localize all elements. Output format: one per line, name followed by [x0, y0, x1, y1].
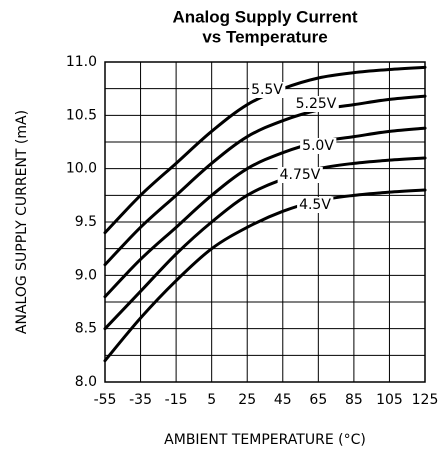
curve: [103, 156, 427, 331]
series-label: 4.5V: [299, 197, 331, 213]
y-tick-label: 11.0: [66, 54, 97, 70]
series-label: 5.25V: [296, 96, 337, 112]
curve: [103, 188, 427, 363]
chart-subtitle: vs Temperature: [202, 27, 327, 46]
curve: [103, 94, 427, 267]
series-label-bg: [277, 167, 323, 183]
y-tick-label: 8.5: [75, 321, 97, 337]
y-tick-label: 10.0: [66, 161, 97, 177]
x-axis-label: AMBIENT TEMPERATURE (°C): [164, 432, 366, 448]
series-label-bg: [297, 197, 334, 213]
y-tick-label: 8.0: [75, 374, 97, 390]
y-tick-label: 9.5: [75, 214, 97, 230]
y-tick-label: 10.5: [66, 107, 97, 123]
x-tick-label: 125: [412, 392, 439, 408]
x-tick-label: -55: [94, 392, 117, 408]
series-label: 5.0V: [302, 138, 334, 154]
x-tick-label: 25: [238, 392, 256, 408]
x-tick-label: 5: [207, 392, 216, 408]
x-tick-label: 65: [309, 392, 327, 408]
x-tick-label: 105: [376, 392, 403, 408]
y-axis-label: ANALOG SUPPLY CURRENT (mA): [14, 110, 30, 334]
y-tick-label: 9.0: [75, 267, 97, 283]
x-tick-label: -15: [165, 392, 188, 408]
series-label-bg: [300, 138, 337, 154]
series-label-bg: [249, 82, 286, 98]
chart-title: Analog Supply Current: [172, 7, 357, 26]
x-tick-label: 45: [274, 392, 292, 408]
series-label: 4.75V: [280, 167, 321, 183]
series-label: 5.5V: [251, 82, 283, 98]
x-tick-label: -35: [129, 392, 152, 408]
curve: [103, 126, 427, 299]
x-tick-label: 85: [345, 392, 363, 408]
plot-frame: [104, 61, 426, 383]
series-label-bg: [293, 96, 339, 112]
